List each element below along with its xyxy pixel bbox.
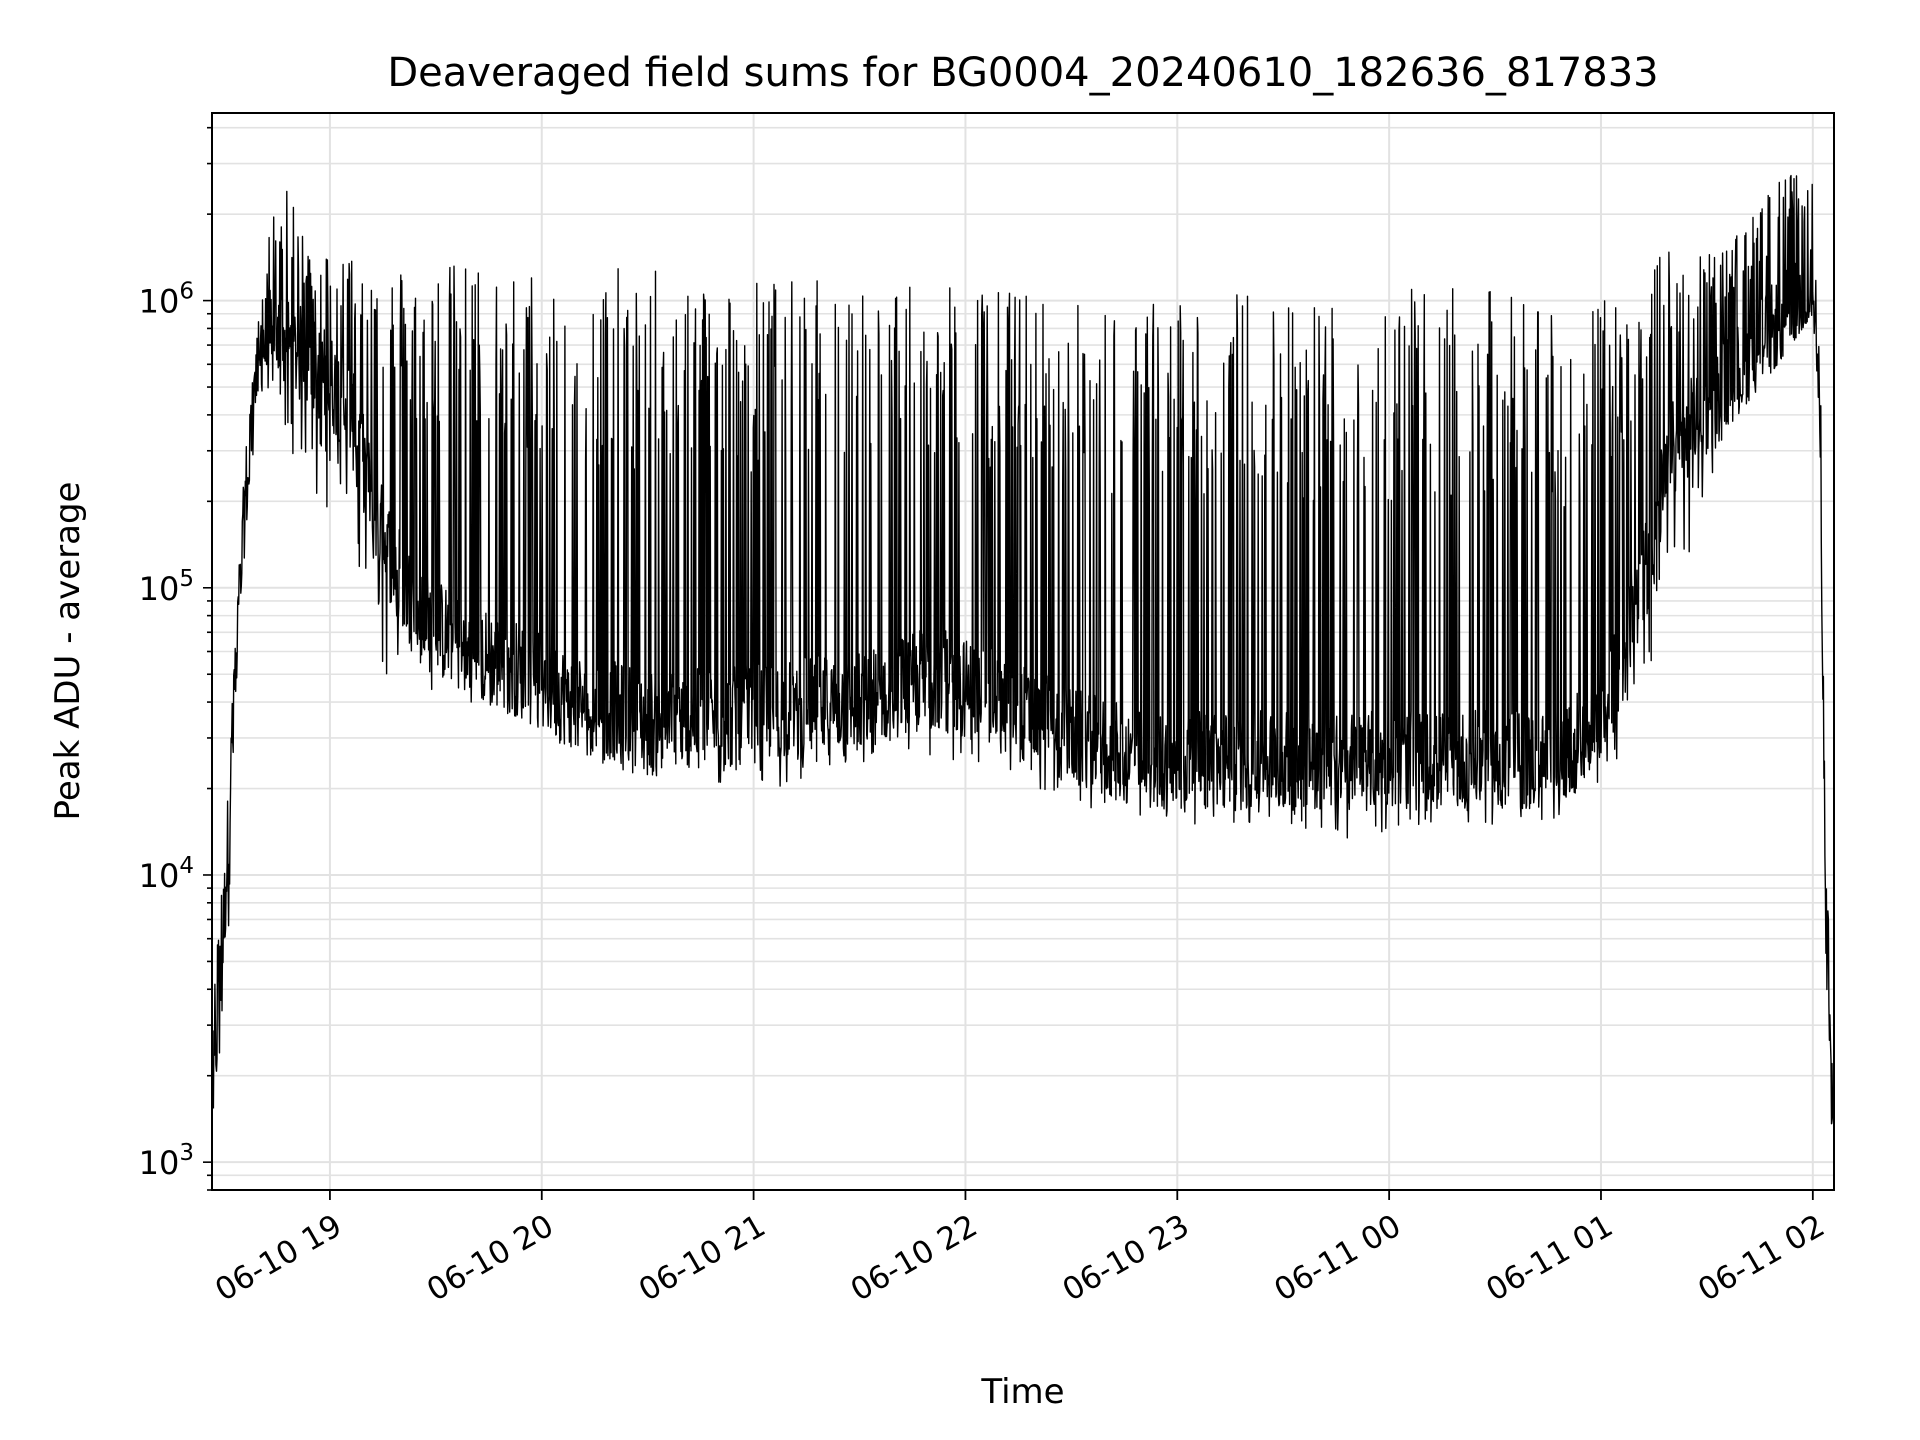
y-tick-label-base: 10 [139,1144,180,1182]
y-tick-label: 106 [139,279,194,321]
y-tick-label: 105 [139,566,194,608]
chart-title: Deaveraged field sums for BG0004_2024061… [387,50,1658,96]
y-tick-label: 103 [139,1140,194,1182]
y-tick-label: 104 [139,853,194,895]
series-line [212,174,1835,1125]
x-axis-label: Time [980,1372,1064,1412]
y-axis-label: Peak ADU - average [48,482,88,821]
y-tick-label-exponent: 5 [179,566,194,592]
y-tick-label-base: 10 [139,570,180,608]
y-tick-label-base: 10 [139,857,180,895]
series-path [212,174,1835,1125]
y-tick-label-exponent: 4 [179,853,194,879]
y-tick-label-exponent: 3 [179,1140,194,1166]
y-tick-label-exponent: 6 [179,279,194,305]
y-tick-label-base: 10 [139,283,180,321]
